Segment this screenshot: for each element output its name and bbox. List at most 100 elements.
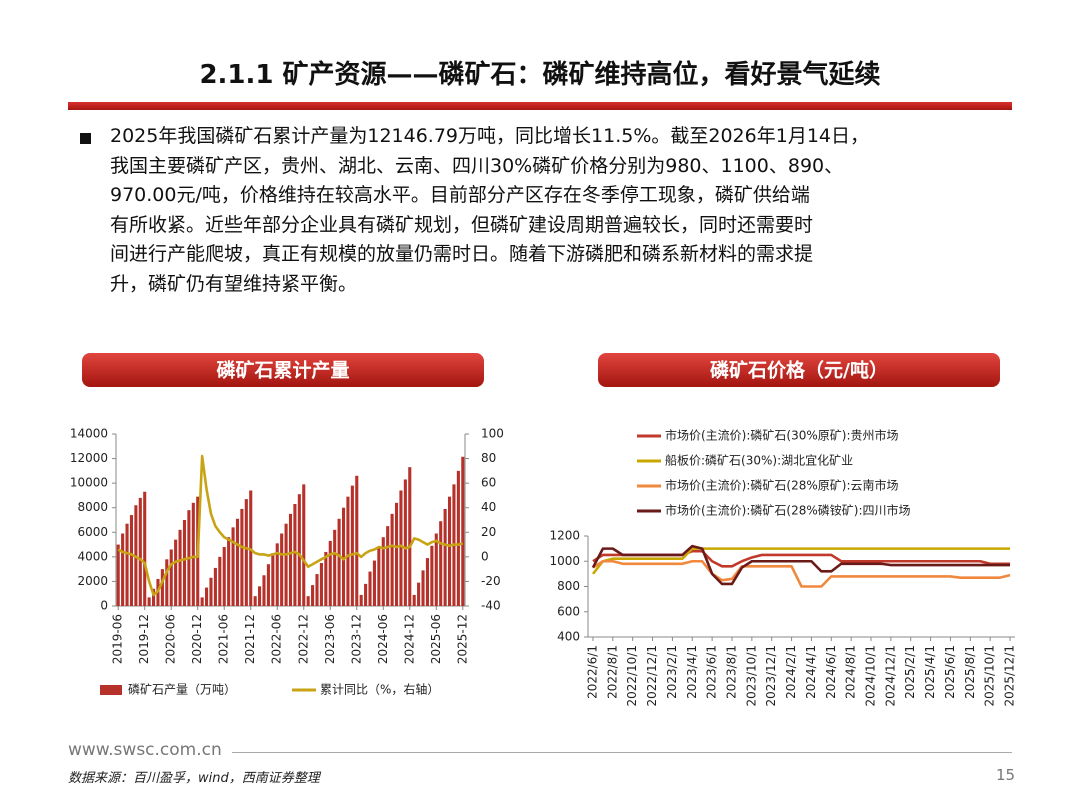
x-tick-label: 2024/6/1 [824, 645, 838, 699]
bar [447, 496, 452, 606]
bar [258, 586, 262, 606]
y-tick-label: 4000 [77, 549, 108, 563]
bar [209, 577, 213, 606]
x-tick-label: 2023/4/1 [685, 645, 699, 699]
x-tick-label: 2025/2/1 [903, 645, 917, 699]
bar [143, 491, 147, 606]
y2-tick-label: -40 [481, 599, 501, 613]
bar [315, 574, 319, 606]
chart-title: 磷矿石价格（元/吨） [710, 359, 888, 382]
y-tick-label: 600 [557, 604, 580, 618]
y2-tick-label: 20 [481, 525, 496, 539]
chart-banner [598, 353, 1000, 387]
bar [174, 539, 178, 606]
bar [377, 548, 381, 606]
x-tick-label: 2024/12/1 [883, 645, 897, 707]
x-tick-label: 2025-12 [455, 614, 469, 664]
y-tick-label: 6000 [77, 525, 108, 539]
bar [235, 518, 240, 606]
x-tick-label: 2021-12 [243, 614, 257, 664]
bar [191, 502, 195, 606]
bar [306, 596, 310, 606]
chart-banner [82, 353, 484, 387]
legend-label: 市场价(主流价):磷矿石(30%原矿):贵州市场 [665, 428, 899, 443]
legend-label: 船板价:磷矿石(30%):湖北宜化矿业 [665, 453, 853, 468]
x-tick-label: 2025/12/1 [1003, 645, 1017, 707]
website: www.swsc.com.cn [68, 740, 222, 760]
bar [456, 470, 460, 606]
bar [271, 553, 275, 606]
x-tick-label: 2023/10/1 [744, 645, 758, 707]
y-tick-label: 1200 [549, 529, 580, 543]
bar [297, 494, 301, 606]
x-tick-label: 2025/6/1 [943, 645, 957, 699]
paragraph-line: 970.00元/吨，价格维持在较高水平。目前部分产区存在冬季停工现象，磷矿供给端 [110, 184, 810, 206]
bar [403, 479, 407, 606]
x-tick-label: 2022/6/1 [585, 645, 599, 699]
bar [425, 558, 429, 606]
y-tick-label: 12000 [70, 451, 108, 465]
bar [165, 559, 169, 606]
bar [346, 496, 350, 606]
x-tick-label: 2023/8/1 [724, 645, 738, 699]
legend-label: 磷矿石产量（万吨） [128, 682, 236, 697]
bar [421, 570, 425, 606]
bar [125, 523, 129, 606]
bar [372, 560, 376, 606]
line-series [591, 547, 1011, 575]
x-tick-label: 2021-06 [217, 614, 231, 664]
y-tick-label: 8000 [77, 500, 108, 514]
bar [368, 571, 372, 606]
bar [461, 456, 465, 606]
bar [129, 515, 134, 606]
paragraph-line: 升，磷矿仍有望维持紧平衡。 [110, 272, 358, 295]
bar [240, 508, 244, 606]
bar [324, 551, 328, 606]
bar [434, 533, 438, 606]
x-tick-label: 2022/12/1 [645, 645, 659, 707]
bar [386, 526, 390, 606]
y-tick-label: 2000 [77, 574, 108, 588]
bar [417, 582, 421, 606]
bar [288, 513, 293, 606]
bar [222, 547, 226, 606]
x-tick-label: 2022/10/1 [625, 645, 639, 707]
bar [359, 594, 363, 606]
bar [147, 597, 151, 606]
bar [443, 508, 447, 606]
bar [302, 484, 306, 606]
bar [333, 529, 337, 606]
bar [355, 475, 359, 606]
y-tick-label: 1000 [549, 554, 580, 568]
y2-tick-label: 80 [481, 451, 496, 465]
x-tick-label: 2019-12 [137, 614, 151, 664]
page-number: 15 [996, 766, 1016, 784]
bar [284, 523, 288, 606]
paragraph-line: 2025年我国磷矿石累计产量为12146.79万吨，同比增长11.5%。截至20… [110, 125, 869, 147]
y-tick-label: 14000 [70, 427, 108, 441]
bar [275, 543, 279, 606]
bar [337, 518, 341, 606]
x-tick-label: 2022-06 [270, 614, 284, 664]
bar [319, 563, 323, 606]
bar [218, 556, 222, 606]
bar [408, 467, 412, 606]
paragraph-line: 有所收紧。近些年部分企业具有磷矿规划，但磷矿建设周期普遍较长，同时还需要时 [110, 213, 814, 236]
footer-rule [232, 752, 1012, 753]
bar [280, 533, 284, 606]
x-tick-label: 2025/8/1 [963, 645, 977, 699]
legend-label: 累计同比（%，右轴） [320, 682, 439, 697]
x-tick-label: 2022-12 [296, 614, 310, 664]
bar [200, 597, 204, 606]
x-tick-label: 2024/8/1 [844, 645, 858, 699]
bar [430, 545, 434, 606]
bar [182, 520, 187, 606]
x-tick-label: 2025/10/1 [983, 645, 997, 707]
x-tick-label: 2023/12/1 [764, 645, 778, 707]
bar [293, 504, 297, 606]
slide-title: 2.1.1 矿产资源——磷矿石：磷矿维持高位，看好景气延续 [199, 60, 881, 90]
bar [213, 567, 217, 606]
bar [169, 549, 173, 606]
y2-tick-label: 40 [481, 500, 496, 514]
